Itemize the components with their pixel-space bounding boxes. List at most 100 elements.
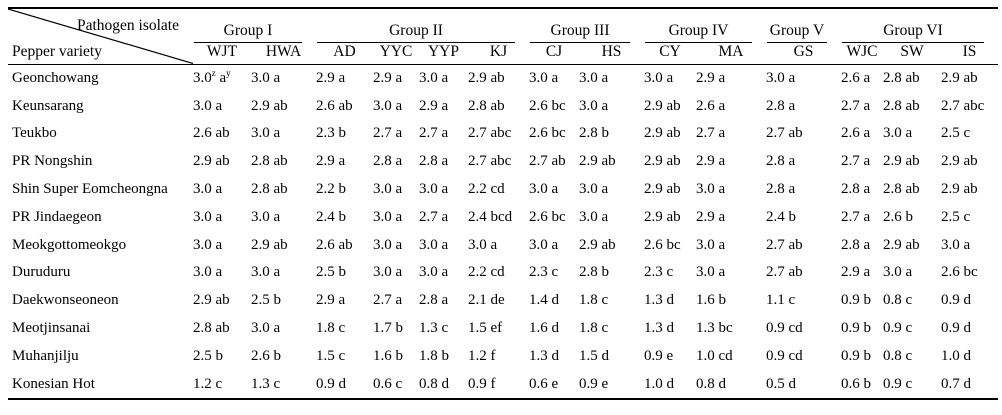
variety-cell: Shin Super Eomcheongna xyxy=(12,181,168,198)
value-cell: 0.9 cd xyxy=(766,347,803,364)
value-cell: 1.1 c xyxy=(766,292,796,309)
value-cell: 0.9 cd xyxy=(766,320,803,337)
value-cell: 2.5 b xyxy=(193,347,223,364)
value-cell: 0.8 c xyxy=(883,292,913,309)
value-cell: 0.9 b xyxy=(841,292,871,309)
variety-cell: Duruduru xyxy=(12,264,71,281)
value-cell: 2.6 ab xyxy=(193,125,230,142)
value-cell: 1.3 c xyxy=(251,375,281,392)
value-cell: 1.5 d xyxy=(579,347,609,364)
value-cell: 2.9 ab xyxy=(644,97,681,114)
value-cell: 2.8 ab xyxy=(251,153,288,170)
variety-cell: Keunsarang xyxy=(12,97,84,114)
value-cell: 2.9 a xyxy=(419,97,449,114)
table-row: Geonchowang 3.0z ay 3.0 a 2.9 a 2.9 a 3.0 a 2.… xyxy=(8,64,998,92)
variety-cell: Muhanjilju xyxy=(12,347,79,364)
value-cell: 2.4 bcd xyxy=(468,208,513,225)
isolate-header: CJ xyxy=(529,43,579,65)
value-cell: 2.9 a xyxy=(373,69,403,86)
value-cell: 2.9 ab xyxy=(883,153,920,170)
value-cell: 3.0 a xyxy=(373,181,403,198)
value-cell: 2.8 ab xyxy=(883,97,920,114)
value-cell: 0.8 d xyxy=(419,375,449,392)
value-cell: 1.8 c xyxy=(316,320,346,337)
value-cell: 2.9 a xyxy=(316,292,346,309)
value-cell: 3.0 a xyxy=(251,125,281,142)
value-cell: 2.4 b xyxy=(316,208,346,225)
value-cell: 2.8 a xyxy=(766,153,796,170)
value-cell: 1.3 d xyxy=(644,292,674,309)
isolate-header: WJC xyxy=(841,43,883,65)
value-cell: 2.6 ab xyxy=(316,97,353,114)
value-cell: 3.0 a xyxy=(529,236,559,253)
value-cell: 3.0 a xyxy=(193,236,223,253)
value-cell: 3.0 a xyxy=(696,181,726,198)
group-header: Group III xyxy=(529,8,644,43)
table-row: Daekwonseoneon 2.9 ab 2.5 b 2.9 a 2.7 a 2.8 a… xyxy=(8,287,998,315)
isolate-header-row: WJT HWA AD YYC YYP KJ CJ HS CY MA GS WJC SW IS xyxy=(8,43,999,65)
value-cell: 2.9 ab xyxy=(644,125,681,142)
value-cell: 2.8 b xyxy=(579,125,609,142)
value-cell: 3.0 a xyxy=(373,264,403,281)
value-cell: 2.7 ab xyxy=(766,236,803,253)
value-cell: 1.3 d xyxy=(644,320,674,337)
value-cell: 2.2 cd xyxy=(468,264,505,281)
value-cell: 2.7 abc xyxy=(468,153,512,170)
value-cell: 1.6 b xyxy=(373,347,403,364)
variety-cell: Teukbo xyxy=(12,125,57,142)
value-cell: 2.7 ab xyxy=(766,125,803,142)
value-cell: 0.8 c xyxy=(883,347,913,364)
value-cell: 3.0 a xyxy=(529,69,559,86)
isolate-header: YYC xyxy=(373,43,419,65)
value-cell: 3.0 a xyxy=(529,181,559,198)
isolate-header: AD xyxy=(316,43,373,65)
value-cell: 1.3 d xyxy=(529,347,559,364)
value-cell: 3.0 a xyxy=(579,69,609,86)
value-cell: 2.6 bc xyxy=(529,97,566,114)
value-cell: 2.7 a xyxy=(419,125,449,142)
value-cell: 3.0 a xyxy=(579,208,609,225)
value-cell: 1.5 ef xyxy=(468,320,503,337)
value-cell: 2.9 ab xyxy=(941,181,978,198)
value-cell: 3.0 a xyxy=(251,69,281,86)
value-cell: 2.8 a xyxy=(419,292,449,309)
value-cell: 2.7 ab xyxy=(529,153,566,170)
value-cell: 2.6 a xyxy=(841,125,871,142)
table-row: Duruduru 3.0 a 3.0 a 2.5 b 3.0 a 3.0 a 2.2 cd 2… xyxy=(8,259,998,287)
corner-cell: Pathogen isolate Pepper variety xyxy=(8,8,193,65)
value-cell: 0.6 c xyxy=(373,375,403,392)
isolate-header: SW xyxy=(883,43,941,65)
value-cell: 2.9 ab xyxy=(251,236,288,253)
value-cell: 2.6 bc xyxy=(529,208,566,225)
value-cell: 2.9 ab xyxy=(941,153,978,170)
value-cell: 3.0 a xyxy=(419,69,449,86)
value-cell: 3.0 a xyxy=(766,69,796,86)
value-cell: 2.8 ab xyxy=(468,97,505,114)
isolate-header: YYP xyxy=(419,43,468,65)
value-cell: 2.9 ab xyxy=(941,69,978,86)
table-body: Geonchowang 3.0z ay 3.0 a 2.9 a 2.9 a 3.0 a 2.… xyxy=(8,64,998,399)
value-cell: 2.5 c xyxy=(941,125,971,142)
value-cell: 0.8 d xyxy=(696,375,726,392)
value-cell: 3.0 a xyxy=(696,264,726,281)
value-cell: 3.0 a xyxy=(468,236,498,253)
value-cell: 2.8 ab xyxy=(883,181,920,198)
value-cell: 0.6 b xyxy=(841,375,871,392)
value-cell: 1.7 b xyxy=(373,320,403,337)
value-cell: 2.9 ab xyxy=(644,153,681,170)
value-cell: 2.9 ab xyxy=(644,181,681,198)
value-cell: 2.3 c xyxy=(529,264,559,281)
value-cell: 2.7 abc xyxy=(941,97,985,114)
value-cell: 2.6 a xyxy=(696,97,726,114)
diagonal-divider-line xyxy=(8,9,193,64)
table-row: Meokgottomeokgo 3.0 a 2.9 ab 2.6 ab 3.0 a 3.0… xyxy=(8,231,998,259)
value-cell: 2.9 a xyxy=(841,264,871,281)
value-cell: 0.9 d xyxy=(316,375,346,392)
value-cell: 2.7 a xyxy=(841,97,871,114)
corner-top-label: Pathogen isolate xyxy=(76,17,179,34)
table-row: Muhanjilju 2.5 b 2.6 b 1.5 c 1.6 b 1.8 b 1.2 f… xyxy=(8,342,998,370)
value-cell: 2.8 a xyxy=(419,153,449,170)
corner-bottom-label: Pepper variety xyxy=(12,42,102,60)
value-cell: 2.7 a xyxy=(373,125,403,142)
